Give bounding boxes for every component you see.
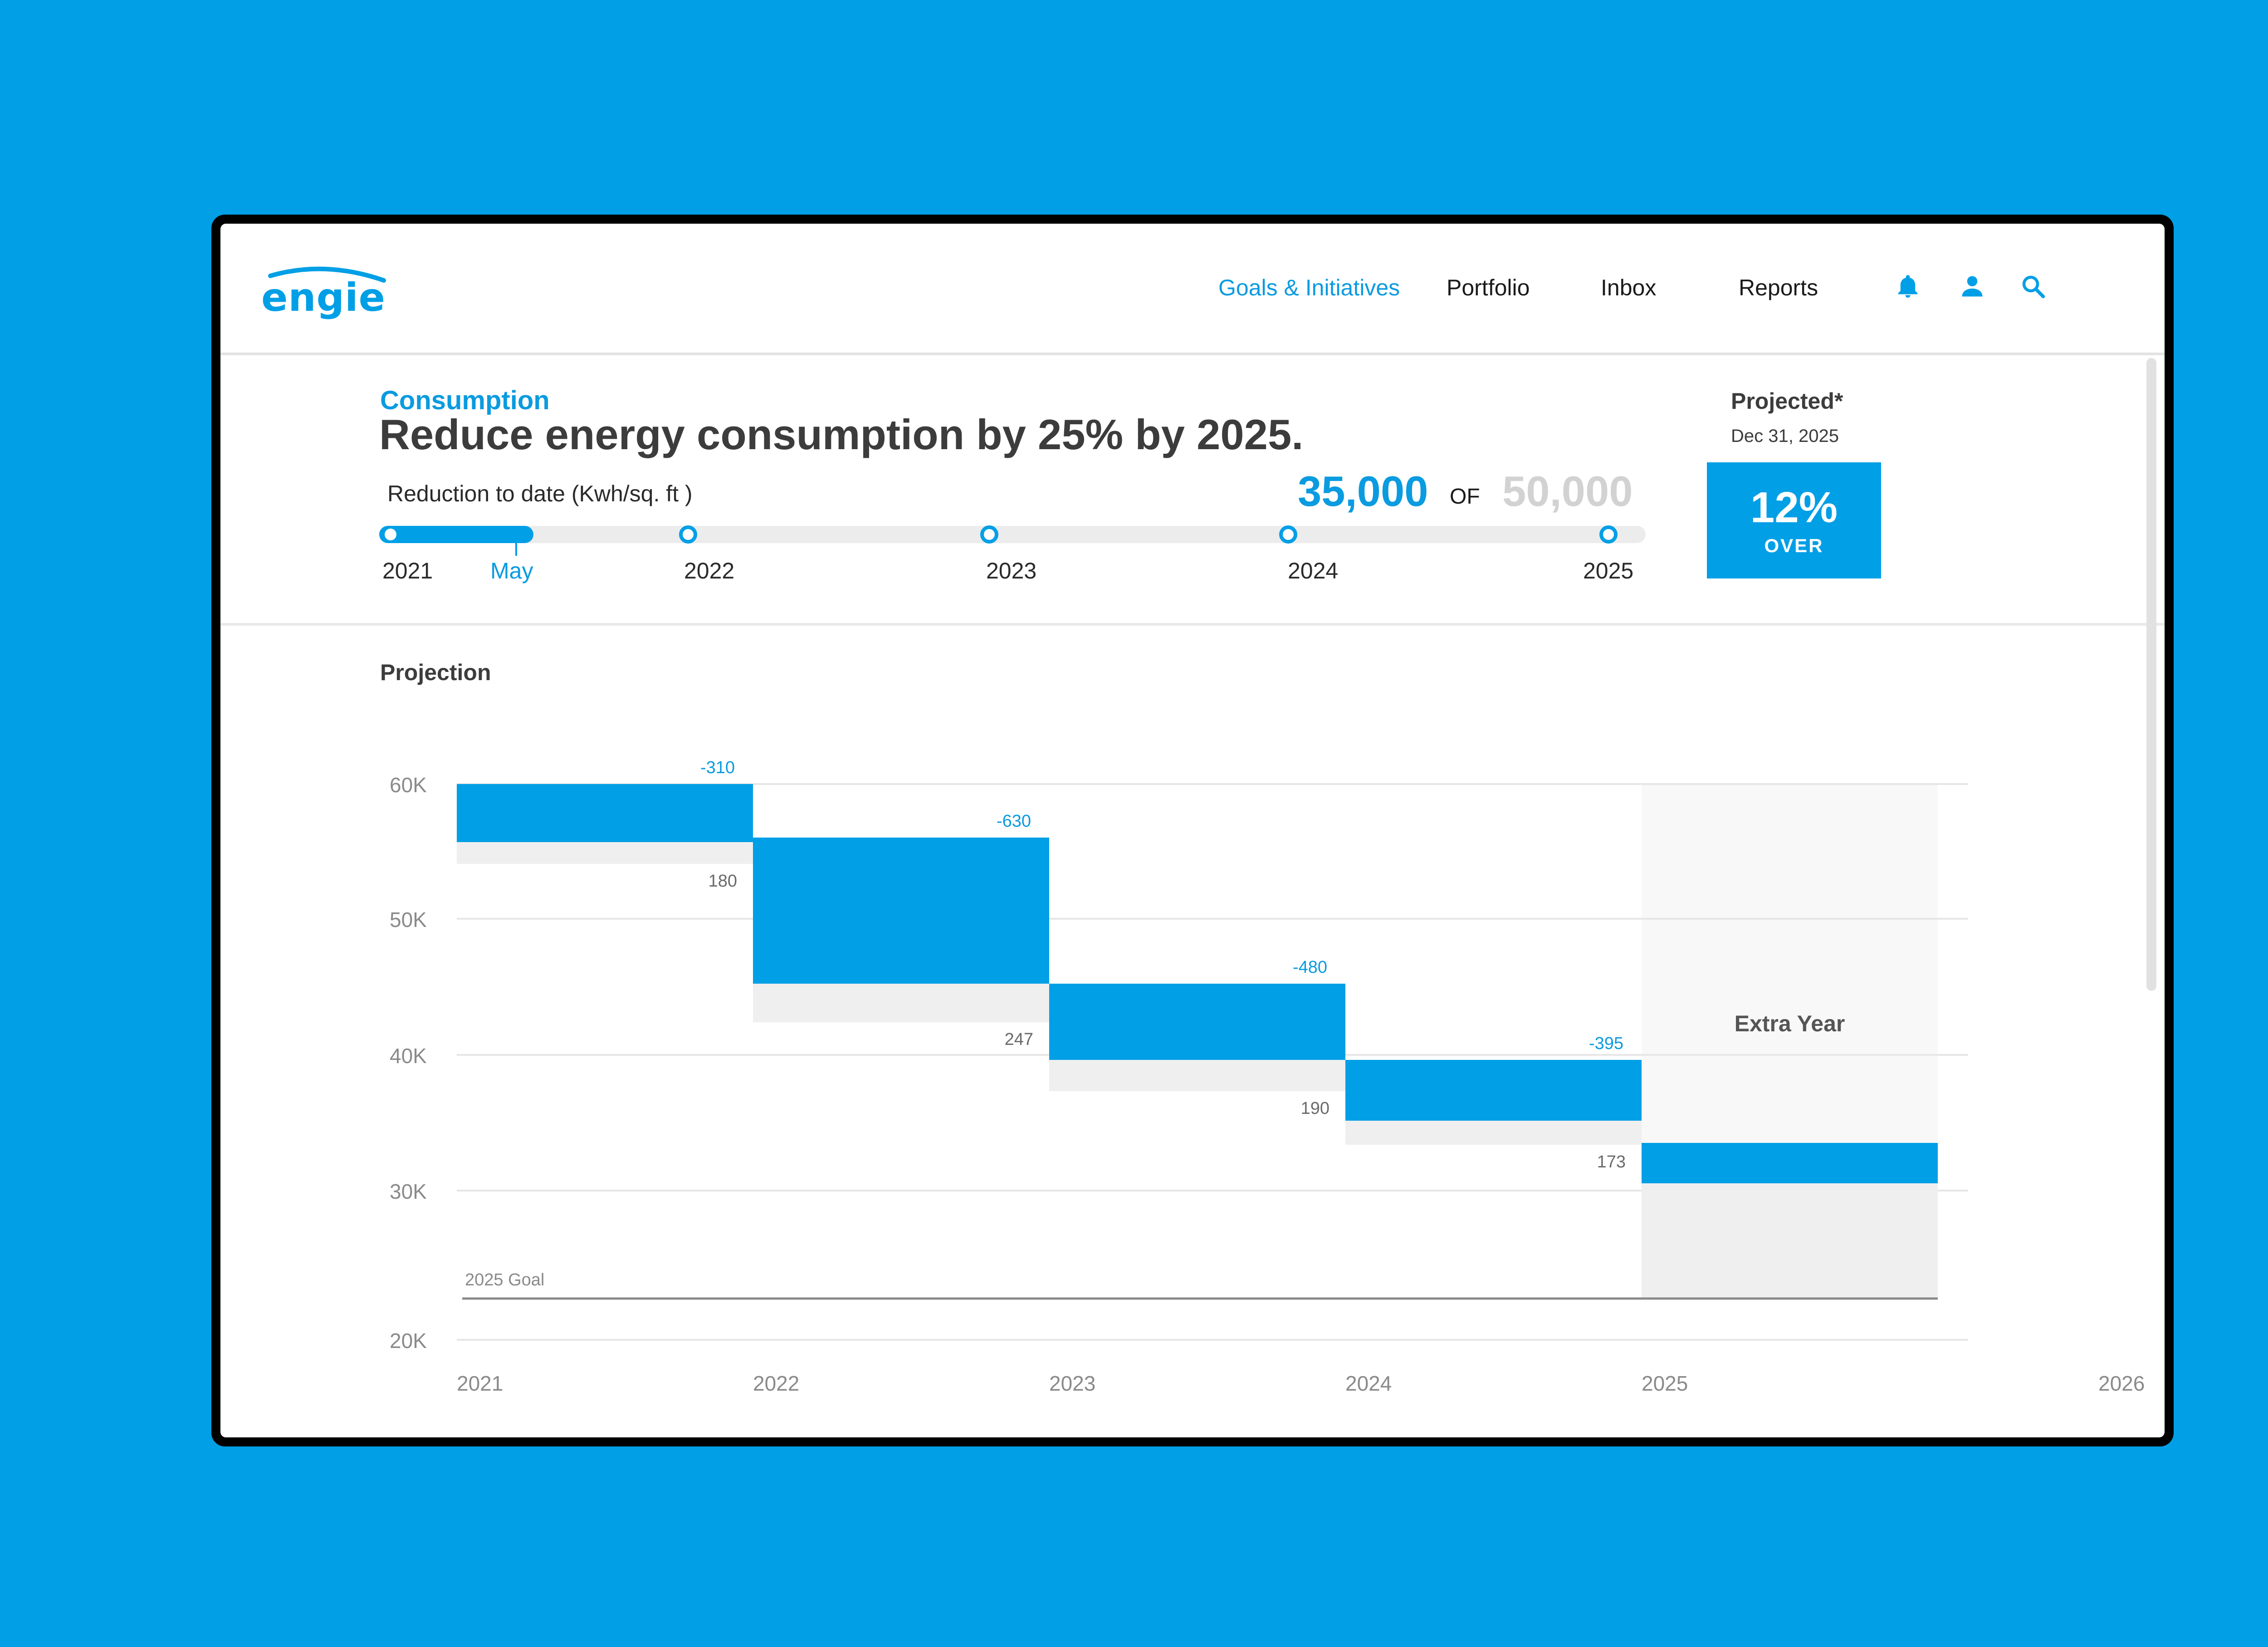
goal-headline: Reduce energy consumption by 25% by 2025… — [379, 411, 1304, 458]
y-tick-label: 60K — [390, 773, 427, 797]
x-tick-label: 2025 — [1642, 1372, 1688, 1395]
nav-portfolio[interactable]: Portfolio — [1447, 275, 1530, 300]
bar-gray-segment — [1049, 1060, 1345, 1091]
bar-blue-segment — [753, 838, 1049, 984]
projected-title: Projected* — [1731, 388, 1843, 414]
x-tick-label: 2021 — [457, 1372, 503, 1395]
projected-date: Dec 31, 2025 — [1731, 426, 1839, 446]
of-label: OF — [1450, 485, 1480, 509]
bar-blue-segment — [457, 784, 753, 842]
nav-inbox[interactable]: Inbox — [1601, 275, 1657, 300]
timeline-year-label: 2025 — [1583, 558, 1634, 583]
bar-blue-segment — [1642, 1143, 1938, 1183]
user-icon[interactable] — [1959, 273, 1986, 300]
app-screen: engie Goals & Initiatives Portfolio Inbo… — [220, 224, 2165, 1437]
delta-label: -310 — [700, 758, 735, 777]
timeline-year-label: 2022 — [684, 558, 735, 583]
x-tick-label: 2022 — [753, 1372, 799, 1395]
may-marker-tick — [515, 543, 517, 556]
target-value: 50,000 — [1502, 467, 1633, 515]
bar-gray-segment — [753, 984, 1049, 1022]
goal-category: Consumption — [380, 386, 550, 415]
nav-reports[interactable]: Reports — [1739, 275, 1818, 300]
delta-label: -395 — [1589, 1034, 1623, 1053]
bar-gray-segment — [457, 842, 753, 864]
timeline-node-2022[interactable] — [679, 525, 697, 544]
timeline-start-node — [385, 529, 396, 540]
goal-label: 2025 Goal — [465, 1270, 544, 1289]
engie-logo[interactable]: engie — [261, 262, 393, 320]
y-tick-label: 50K — [390, 908, 427, 931]
top-header: engie Goals & Initiatives Portfolio Inbo… — [220, 224, 2165, 355]
y-tick-label: 30K — [390, 1180, 427, 1203]
sub-label: 247 — [1005, 1030, 1033, 1049]
x-tick-label: 2026 — [2098, 1372, 2145, 1395]
sub-label: 173 — [1597, 1152, 1626, 1172]
timeline-year-label: 2021 — [382, 558, 433, 583]
projected-label: OVER — [1764, 535, 1824, 556]
progress-track — [379, 526, 1646, 543]
y-tick-label: 40K — [390, 1044, 427, 1068]
x-tick-label: 2024 — [1345, 1372, 1392, 1395]
projected-badge[interactable]: 12% OVER — [1707, 462, 1881, 578]
logo-text: engie — [261, 275, 386, 320]
bell-icon[interactable] — [1894, 273, 1921, 300]
progress-fill — [379, 526, 533, 543]
chart-title: Projection — [380, 660, 491, 685]
nav-goals-initiatives[interactable]: Goals & Initiatives — [1218, 275, 1400, 300]
extra-year-gray — [1642, 1183, 1938, 1299]
timeline-may-label: May — [490, 558, 533, 583]
sub-label: 190 — [1301, 1099, 1330, 1118]
device-frame: engie Goals & Initiatives Portfolio Inbo… — [211, 215, 2174, 1446]
timeline-node-2023[interactable] — [980, 525, 998, 544]
current-value: 35,000 — [1298, 467, 1428, 515]
x-tick-label: 2023 — [1049, 1372, 1095, 1395]
progress-label: Reduction to date (Kwh/sq. ft ) — [387, 481, 693, 506]
bar-gray-segment — [1345, 1121, 1642, 1145]
goal-summary: Consumption Reduce energy consumption by… — [220, 358, 2165, 626]
logo-arc-icon — [268, 266, 386, 283]
bar-blue-segment — [1345, 1060, 1642, 1121]
delta-label: -480 — [1293, 958, 1327, 977]
scrollbar-thumb[interactable] — [2146, 358, 2156, 991]
timeline-year-label: 2023 — [986, 558, 1037, 583]
delta-label: -630 — [997, 812, 1031, 831]
projected-value: 12% — [1750, 483, 1838, 532]
bar-blue-segment — [1049, 984, 1345, 1060]
search-icon[interactable] — [2019, 273, 2047, 300]
timeline-node-2024[interactable] — [1279, 525, 1297, 544]
y-tick-label: 20K — [390, 1329, 427, 1353]
timeline-year-label: 2024 — [1288, 558, 1339, 583]
timeline-node-2025[interactable] — [1599, 525, 1618, 544]
sub-label: 180 — [709, 872, 737, 891]
extra-year-label: Extra Year — [1735, 1011, 1845, 1036]
projection-chart: 60K 50K 40K 30K 20K -310 180 -630 247 -480 190 -395… — [390, 758, 2145, 1395]
